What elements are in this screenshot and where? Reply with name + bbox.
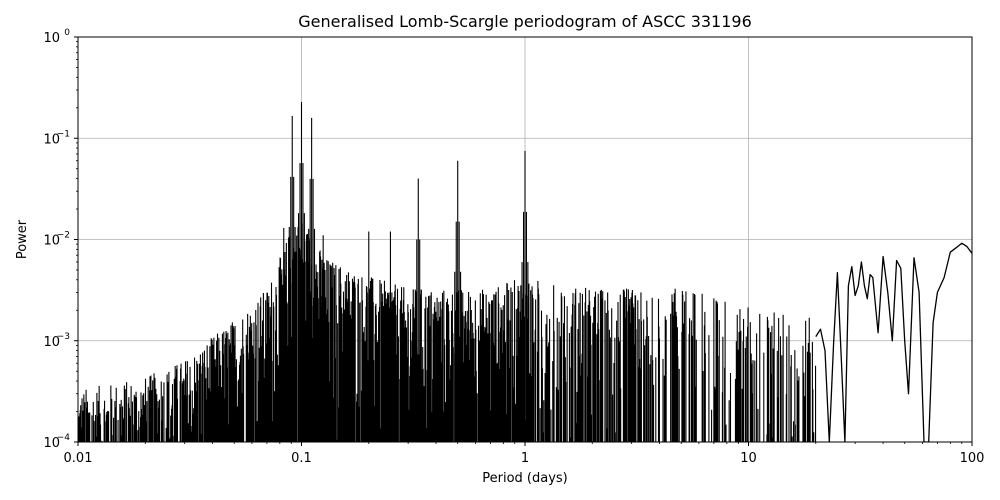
y-tick-exponent: 0 [64,28,70,38]
y-tick-label: 10 [43,234,60,249]
y-tick-label: 10 [43,335,60,350]
y-tick-exponent: −3 [57,332,70,342]
x-tick-label: 10 [740,451,757,466]
long-period-curve [815,242,972,442]
y-tick-exponent: −4 [57,433,71,443]
y-tick-exponent: −2 [57,231,70,241]
x-tick-label: 0.01 [64,451,93,466]
periodogram-line [78,102,972,442]
x-tick-label: 1 [521,451,529,466]
x-axis: 0.01 0.1 1 10 100 [64,442,985,466]
y-tick-label: 10 [43,31,60,46]
y-axis: 10 010−110−210−310−4 [43,28,78,451]
x-axis-label: Period (days) [482,471,568,486]
chart-title: Generalised Lomb-Scargle periodogram of … [298,12,752,31]
y-tick-label: 10 [43,436,60,451]
y-axis-label: Power [15,219,30,259]
y-tick-label: 10 [43,132,60,147]
y-tick-exponent: −1 [57,129,70,139]
x-tick-label: 0.1 [291,451,312,466]
x-tick-label: 100 [960,451,985,466]
